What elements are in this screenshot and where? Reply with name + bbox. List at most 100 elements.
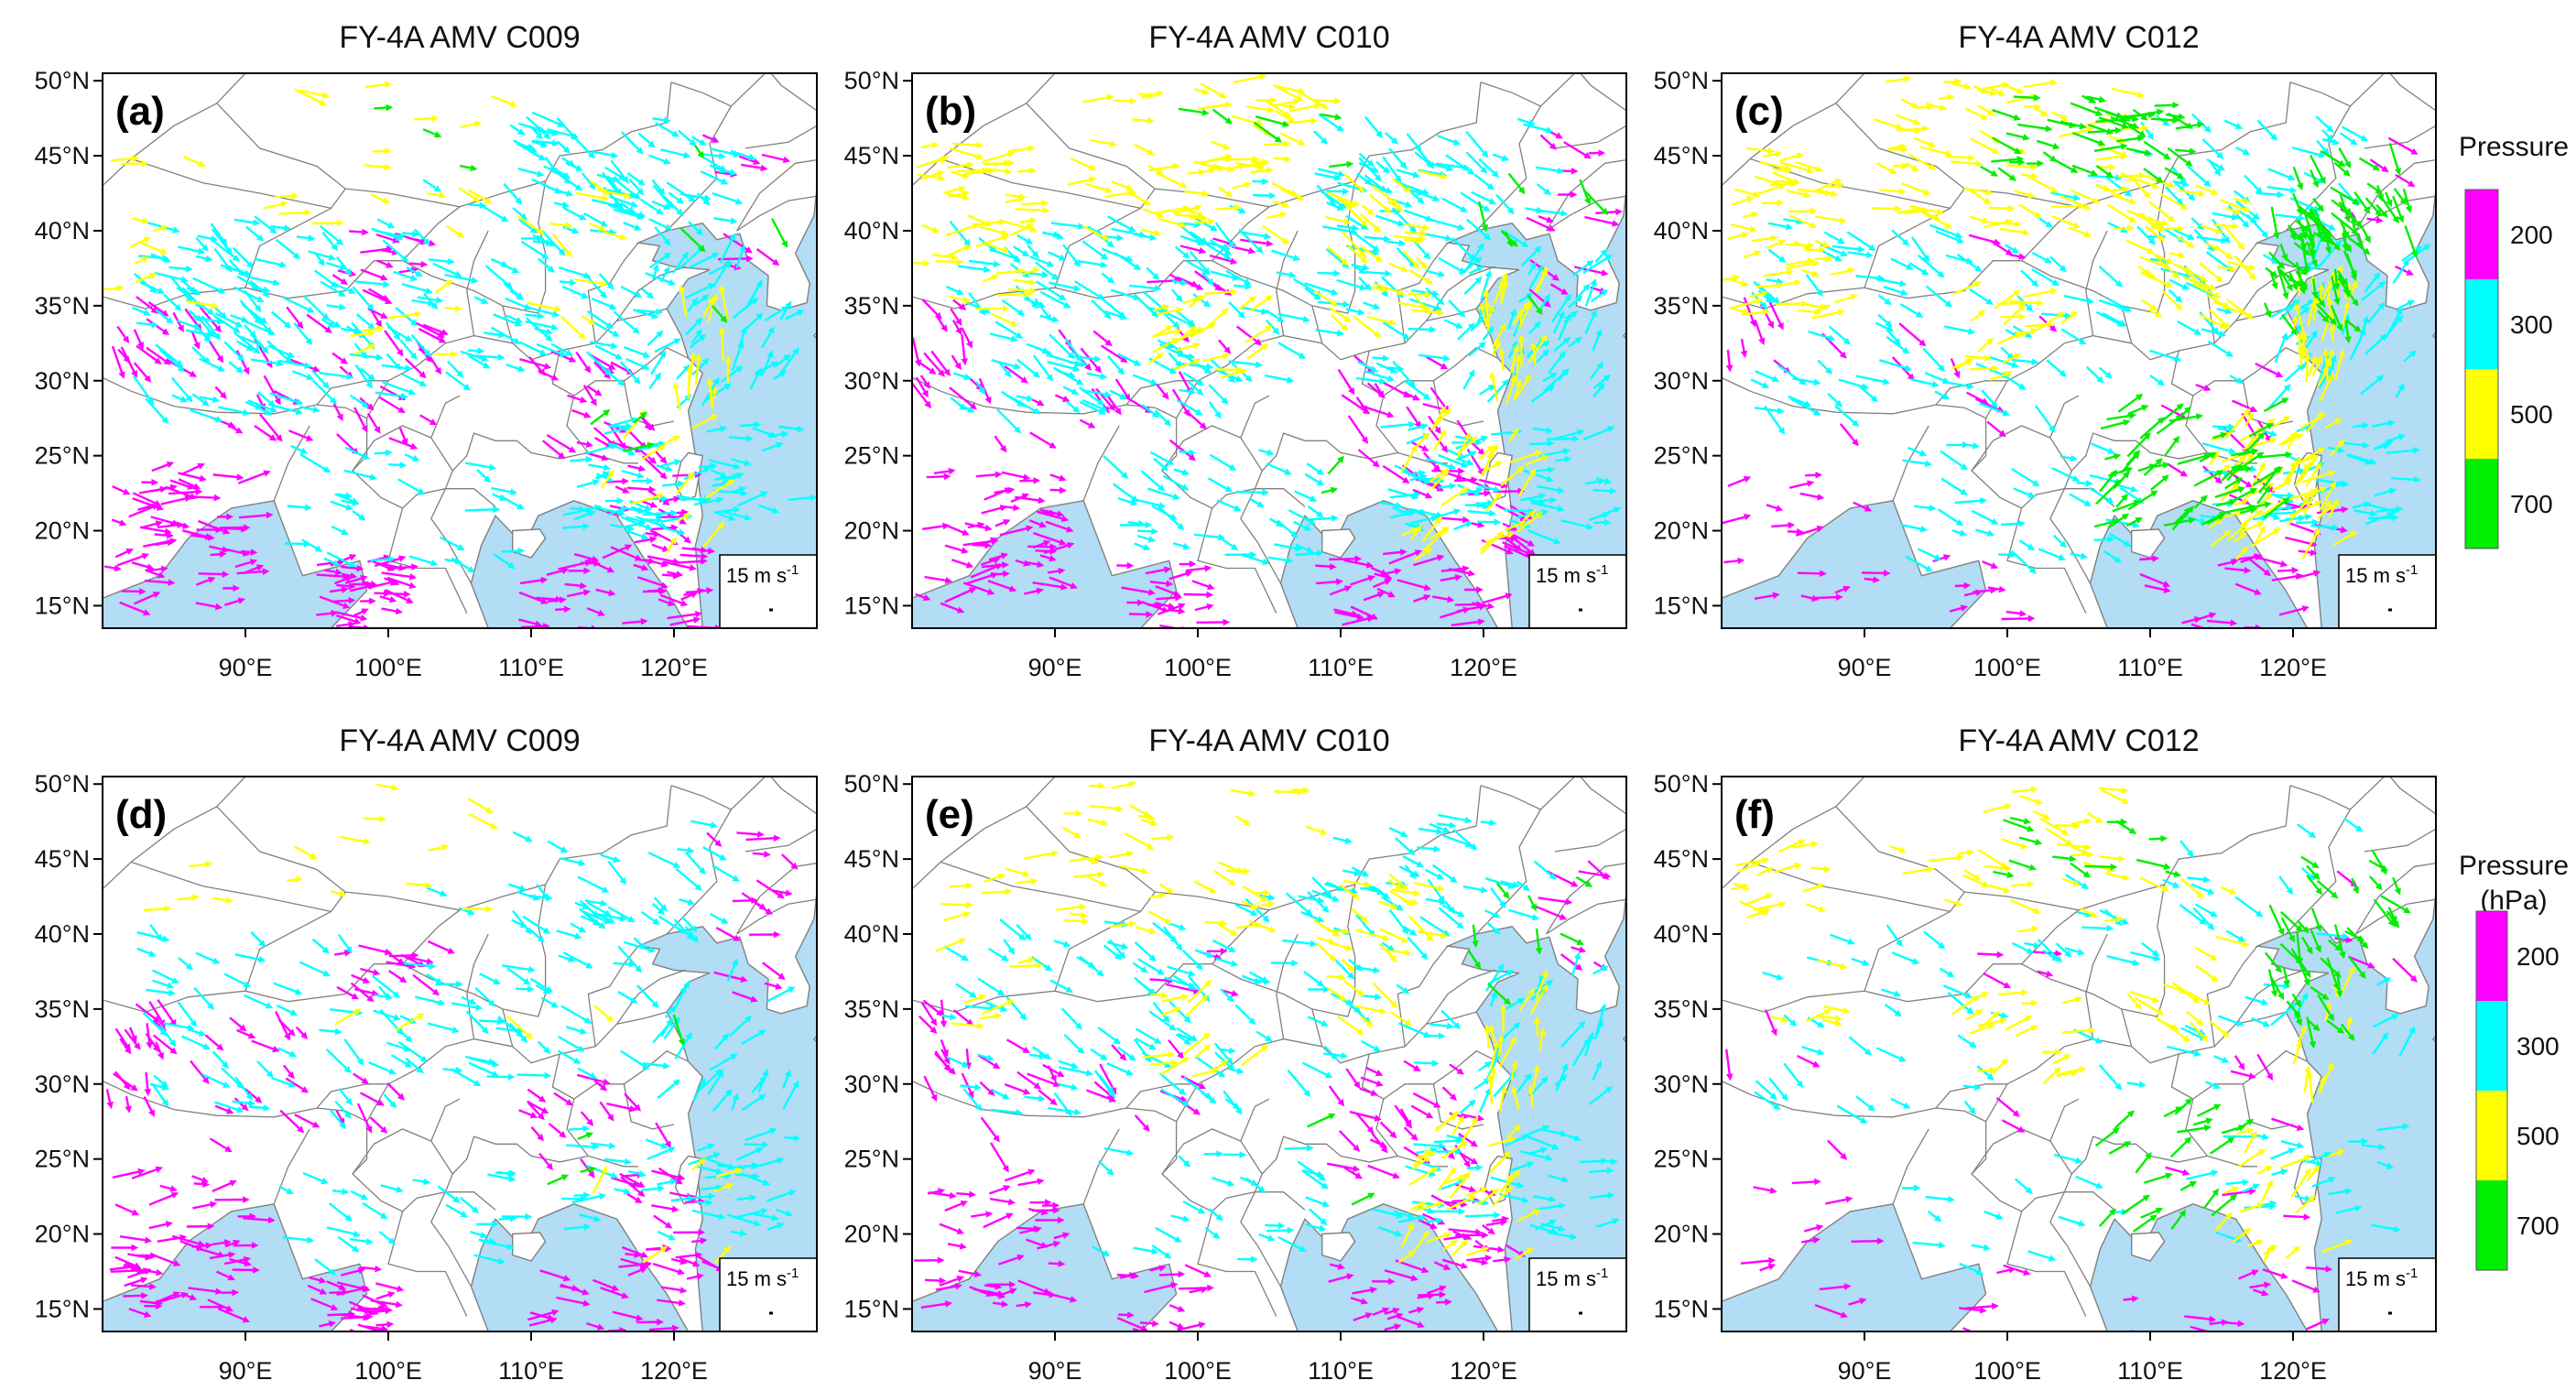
wind-vector [1273, 155, 1292, 163]
wind-vector [112, 484, 131, 495]
lon-tick-label: 110°E [498, 654, 564, 681]
wind-vector [169, 479, 195, 490]
wind-vector [1175, 212, 1198, 220]
lat-tick-label: 40°N [1654, 217, 1709, 245]
wind-vector [1414, 1060, 1440, 1067]
wind-vector [576, 440, 594, 448]
wind-vector [414, 321, 446, 338]
wind-vector [1592, 487, 1617, 494]
wind-vector [336, 621, 356, 628]
wind-vector [2023, 103, 2042, 111]
wind-vector [624, 345, 651, 358]
wind-vector [154, 531, 174, 539]
lat-tick-label: 25°N [844, 1146, 899, 1173]
wind-vector [633, 563, 649, 571]
wind-vector [1016, 167, 1037, 175]
wind-vector [990, 570, 1010, 578]
wind-vector [1480, 819, 1497, 827]
wind-vector [355, 313, 375, 331]
legend-label: 300 [2516, 1032, 2560, 1060]
wind-vector [319, 595, 351, 609]
border-line [103, 376, 496, 509]
wind-vector [654, 450, 668, 464]
lat-tick-label: 15°N [1654, 1295, 1709, 1322]
wind-vector [569, 505, 586, 513]
wind-vector [492, 552, 516, 570]
wind-vector [332, 352, 348, 364]
wind-vector [479, 1017, 505, 1026]
wind-vector [621, 131, 644, 155]
wind-vector [1234, 282, 1253, 290]
wind-vector [2084, 863, 2118, 871]
wind-vector [320, 225, 344, 245]
wind-vector [476, 469, 492, 484]
wind-vector [1862, 570, 1891, 577]
wind-vector [269, 392, 304, 406]
wind-vector [1263, 140, 1291, 148]
wind-vector [191, 346, 211, 364]
wind-vector [728, 434, 754, 442]
wind-vector [195, 602, 223, 611]
lat-tick-label: 50°N [35, 67, 90, 94]
lat-tick-label: 40°N [1654, 920, 1709, 948]
wind-vector [627, 429, 647, 450]
wind-vector [718, 326, 726, 361]
wind-vector [439, 536, 465, 551]
wind-vector [467, 347, 485, 354]
wind-vector [515, 985, 535, 993]
wind-vector [136, 344, 162, 364]
border-line [273, 425, 310, 502]
legend-swatch-700 [2476, 1180, 2507, 1270]
wind-vector [505, 363, 526, 373]
wind-vector [745, 279, 763, 310]
legend-label: 200 [2516, 942, 2560, 971]
wind-vector [2112, 186, 2130, 193]
wind-vector [1035, 548, 1058, 555]
wind-vector [372, 147, 392, 155]
wind-vector [778, 425, 805, 433]
wind-vector [168, 488, 203, 496]
wind-vector [255, 404, 272, 416]
wind-vector [634, 536, 658, 544]
wind-vector [1219, 1047, 1236, 1055]
wind-vector [1403, 898, 1419, 907]
wind-vector [386, 590, 411, 598]
wind-vector [1977, 951, 2005, 959]
wind-vector [1493, 487, 1526, 495]
pressure-legend-1: Pressure 200 300 500 700 [2459, 132, 2569, 549]
wind-vector [648, 154, 671, 165]
wind-vector [730, 458, 752, 467]
wind-vector [388, 951, 419, 960]
wind-vector [210, 550, 227, 559]
wind-vector [381, 571, 418, 581]
wind-vector [1404, 230, 1428, 237]
wind-vector [1364, 269, 1393, 277]
wind-vector [154, 271, 189, 283]
wind-vector [1158, 1270, 1186, 1278]
wind-vector [464, 505, 501, 514]
wind-vector [349, 228, 369, 236]
wind-vector [1105, 234, 1125, 242]
wind-vector [134, 592, 161, 605]
lat-tick-label: 50°N [844, 770, 899, 798]
wind-vector [672, 251, 689, 274]
wind-vector [924, 1277, 947, 1285]
wind-vector [341, 564, 364, 572]
wind-vector [155, 309, 174, 324]
wind-vector [641, 500, 658, 508]
wind-vector [1917, 103, 1935, 111]
wind-vector [1235, 488, 1269, 496]
wind-vector [376, 259, 394, 268]
panel-title: FY-4A AMV C009 [339, 20, 580, 55]
lon-tick-label: 100°E [354, 654, 422, 681]
lon-tick-label: 100°E [1973, 654, 2041, 681]
wind-vector [679, 552, 709, 560]
wind-vector [381, 248, 400, 256]
wind-vector [2081, 924, 2114, 932]
wind-vector [724, 355, 733, 382]
wind-vector [1408, 326, 1437, 333]
wind-vector [1362, 993, 1383, 1001]
wind-vector [688, 221, 703, 236]
wind-vector [685, 587, 714, 594]
lon-tick-label: 100°E [1164, 654, 1232, 681]
